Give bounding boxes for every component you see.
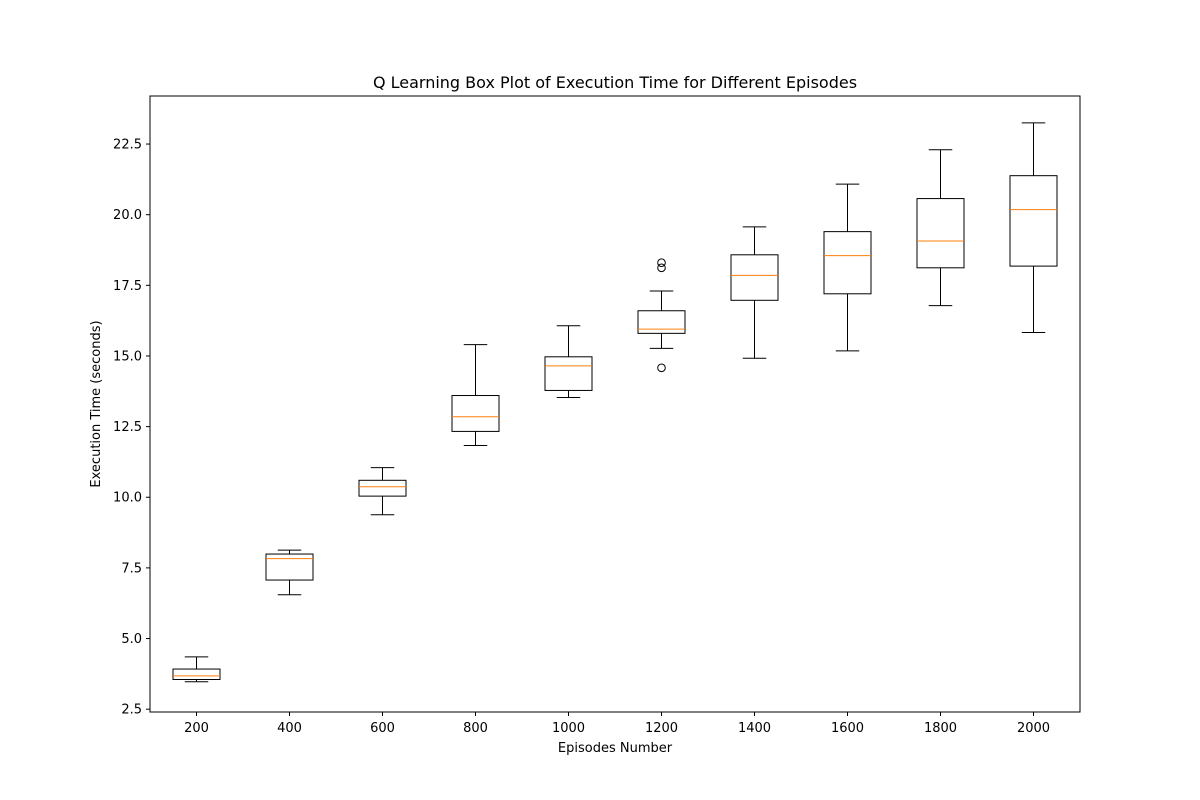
- iqr-box: [544, 356, 593, 391]
- y-tick-label: 17.5: [113, 279, 142, 294]
- x-axis-label: Episodes Number: [558, 741, 673, 756]
- x-tick-label: 1200: [645, 721, 678, 736]
- iqr-box: [358, 479, 407, 497]
- box-200: [172, 656, 221, 683]
- box-1800: [916, 149, 965, 307]
- box-2000: [1009, 122, 1058, 334]
- outlier-point: [657, 363, 666, 373]
- x-tick-label: 1000: [552, 721, 585, 736]
- box-1000: [544, 325, 593, 399]
- y-tick-label: 10.0: [113, 491, 142, 506]
- iqr-box: [172, 668, 221, 681]
- iqr-box: [451, 395, 500, 432]
- y-tick-label: 2.5: [121, 703, 142, 718]
- chart-title: Q Learning Box Plot of Execution Time fo…: [373, 73, 857, 92]
- box-400: [265, 549, 314, 596]
- x-tick-label: 2000: [1017, 721, 1050, 736]
- iqr-box: [823, 231, 872, 295]
- box-1400: [730, 226, 779, 359]
- x-tick-label: 400: [277, 721, 302, 736]
- x-tick-label: 800: [463, 721, 488, 736]
- y-tick-label: 22.5: [113, 138, 142, 153]
- iqr-box: [730, 254, 779, 301]
- box-1600: [823, 183, 872, 352]
- box-800: [451, 344, 500, 447]
- y-axis-label: Execution Time (seconds): [89, 320, 104, 487]
- y-tick-label: 20.0: [113, 208, 142, 223]
- x-tick-label: 200: [184, 721, 209, 736]
- outlier-point: [657, 263, 666, 273]
- iqr-box: [1009, 175, 1058, 267]
- box-1200: [637, 258, 686, 373]
- iqr-box: [916, 198, 965, 269]
- x-tick-label: 1600: [831, 721, 864, 736]
- x-tick-label: 1800: [924, 721, 957, 736]
- iqr-box: [265, 553, 314, 581]
- box-600: [358, 467, 407, 516]
- axes-frame: [149, 95, 1081, 713]
- y-tick-label: 5.0: [121, 632, 142, 647]
- y-tick-label: 15.0: [113, 349, 142, 364]
- y-tick-label: 7.5: [121, 561, 142, 576]
- x-tick-label: 600: [370, 721, 395, 736]
- plot-area: 2.5 5.0 7.5 10.0 12.5 15.0 17.5 20.0 22.5 200 400 6…: [113, 122, 1058, 736]
- x-tick-label: 1400: [738, 721, 771, 736]
- y-tick-label: 12.5: [113, 420, 142, 435]
- iqr-box: [637, 310, 686, 334]
- outlier-point: [657, 258, 666, 268]
